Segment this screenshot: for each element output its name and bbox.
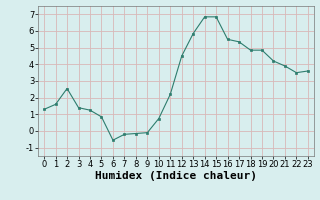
X-axis label: Humidex (Indice chaleur): Humidex (Indice chaleur)	[95, 171, 257, 181]
